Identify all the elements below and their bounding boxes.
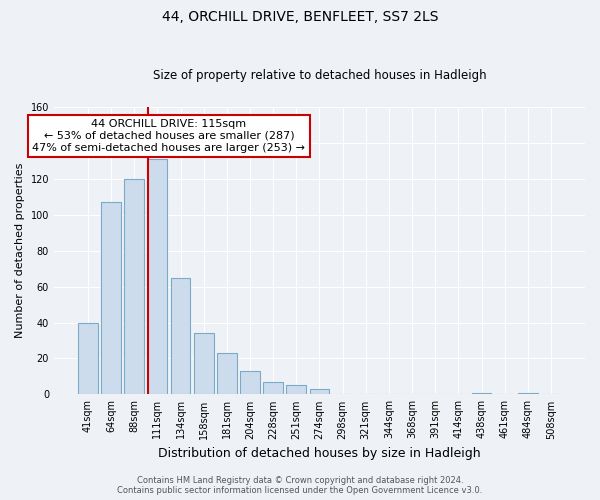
Bar xyxy=(170,278,190,394)
Bar xyxy=(217,353,236,395)
Bar xyxy=(78,322,98,394)
Title: Size of property relative to detached houses in Hadleigh: Size of property relative to detached ho… xyxy=(152,69,486,82)
Text: 44, ORCHILL DRIVE, BENFLEET, SS7 2LS: 44, ORCHILL DRIVE, BENFLEET, SS7 2LS xyxy=(162,10,438,24)
Text: 44 ORCHILL DRIVE: 115sqm
← 53% of detached houses are smaller (287)
47% of semi-: 44 ORCHILL DRIVE: 115sqm ← 53% of detach… xyxy=(32,120,305,152)
Bar xyxy=(518,392,538,394)
X-axis label: Distribution of detached houses by size in Hadleigh: Distribution of detached houses by size … xyxy=(158,447,481,460)
Bar xyxy=(194,334,214,394)
Bar xyxy=(124,178,144,394)
Bar xyxy=(310,389,329,394)
Bar xyxy=(101,202,121,394)
Bar xyxy=(472,392,491,394)
Bar xyxy=(286,386,306,394)
Bar xyxy=(148,159,167,394)
Bar xyxy=(240,371,260,394)
Bar xyxy=(263,382,283,394)
Text: Contains HM Land Registry data © Crown copyright and database right 2024.
Contai: Contains HM Land Registry data © Crown c… xyxy=(118,476,482,495)
Y-axis label: Number of detached properties: Number of detached properties xyxy=(15,163,25,338)
